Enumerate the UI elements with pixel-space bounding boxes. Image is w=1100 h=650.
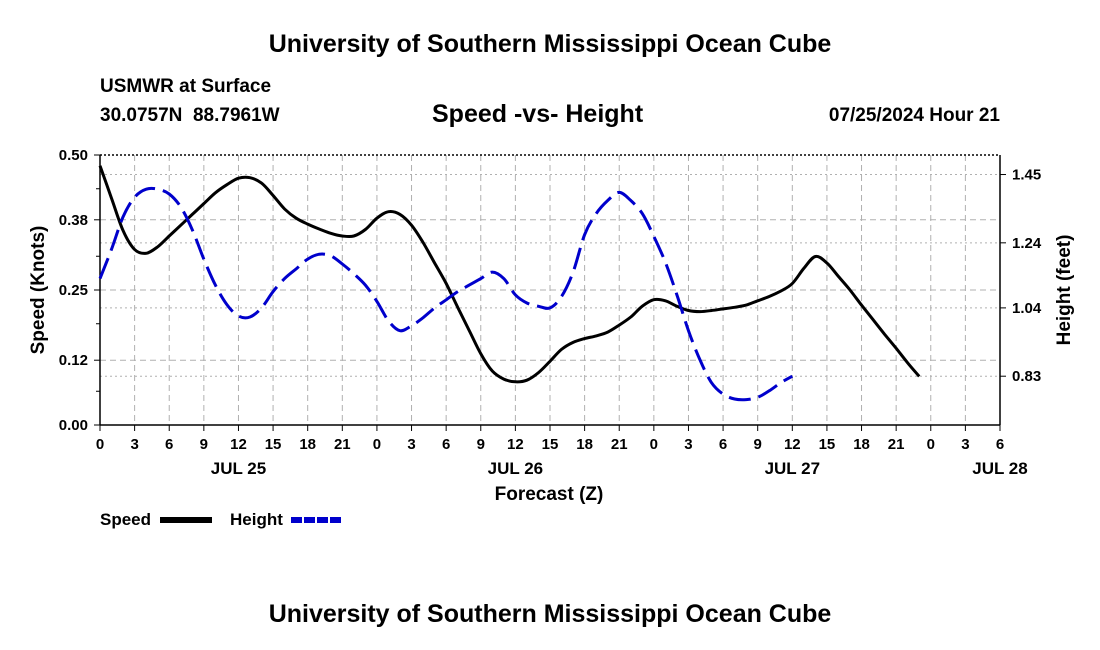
y-left-tick-label: 0.25: [59, 282, 88, 299]
chart-title-top: University of Southern Mississippi Ocean…: [268, 30, 832, 58]
chart-title-bottom: University of Southern Mississippi Ocean…: [268, 600, 832, 628]
x-tick-label: 15: [819, 436, 836, 453]
series-line-height: [98, 186, 794, 402]
x-tick-label: 3: [407, 436, 415, 453]
y-left-tick-label: 0.12: [59, 352, 88, 369]
y-right-tick-label: 0.83: [1012, 368, 1041, 385]
x-tick-label: 9: [200, 436, 208, 453]
legend-speed-label: Speed: [100, 510, 152, 529]
legend-height-swatch: [291, 517, 343, 523]
axis-layer: 0 3 6 9 12 15 18 21 0 3 6 9 12 15 18 21 0 3 6 9 12 15 18 21 0 3 6 J…: [59, 147, 1042, 478]
x-tick-label: 3: [130, 436, 138, 453]
y-right-tick-label: 1.24: [1012, 235, 1042, 252]
series-line-speed: [98, 165, 921, 384]
grid-lines: [100, 155, 1000, 425]
x-tick-label: 9: [477, 436, 485, 453]
x-tick-label: 12: [784, 436, 801, 453]
x-tick-label: 6: [719, 436, 727, 453]
coordinates-label: 30.0757N 88.7961W: [100, 105, 280, 126]
chart-subtitle: Speed -vs- Height: [432, 100, 644, 128]
x-tick-label: 6: [996, 436, 1004, 453]
x-tick-label: 21: [888, 436, 905, 453]
x-day-label: JUL 26: [488, 459, 543, 478]
x-tick-label: 15: [265, 436, 282, 453]
x-tick-label: 21: [611, 436, 628, 453]
x-axis-title: Forecast (Z): [495, 484, 604, 505]
y-left-tick-label: 0.00: [59, 417, 88, 434]
x-tick-label: 3: [961, 436, 969, 453]
y-right-tick-label: 1.04: [1012, 300, 1042, 317]
y-left-tick-label: 0.50: [59, 147, 88, 164]
x-tick-label: 9: [754, 436, 762, 453]
series-layer: [98, 165, 921, 402]
legend-height-label: Height: [230, 510, 283, 529]
x-tick-label: 15: [542, 436, 559, 453]
x-tick-label: 0: [650, 436, 658, 453]
x-tick-label: 18: [299, 436, 316, 453]
x-tick-label: 12: [507, 436, 524, 453]
station-label: USMWR at Surface: [100, 76, 272, 97]
x-tick-label: 3: [684, 436, 692, 453]
y-axis-right-title: Height (feet): [1054, 235, 1075, 346]
x-tick-label: 18: [576, 436, 593, 453]
x-day-label: JUL 27: [765, 459, 820, 478]
x-day-label: JUL 25: [211, 459, 266, 478]
x-tick-label: 0: [927, 436, 935, 453]
y-axis-left-title: Speed (Knots): [28, 226, 49, 355]
x-tick-label: 0: [96, 436, 104, 453]
x-day-label: JUL 28: [972, 459, 1027, 478]
y-left-tick-label: 0.38: [59, 212, 88, 229]
x-tick-label: 12: [230, 436, 247, 453]
y-right-tick-label: 1.45: [1012, 167, 1041, 184]
x-tick-label: 21: [334, 436, 351, 453]
datetime-label: 07/25/2024 Hour 21: [828, 105, 1000, 126]
x-tick-label: 18: [853, 436, 870, 453]
legend-speed-swatch: [160, 517, 212, 523]
x-tick-label: 0: [373, 436, 381, 453]
x-tick-label: 6: [165, 436, 173, 453]
x-tick-label: 6: [442, 436, 450, 453]
